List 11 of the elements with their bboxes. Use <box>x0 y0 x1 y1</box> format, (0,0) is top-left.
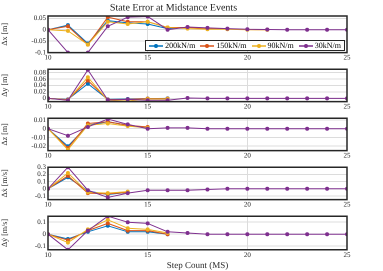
y-axis-title: Δẏ [m/s] <box>0 218 9 248</box>
y-axis-title: Δẋ [m/s] <box>0 169 9 198</box>
y-axis-title: Δx [m] <box>0 22 9 46</box>
legend-label: 200kN/m <box>165 41 196 50</box>
legend-label: 90kN/m <box>268 41 294 50</box>
y-axis-title: Δy [m] <box>0 74 9 97</box>
y-axis-title: Δz [m] <box>0 122 9 146</box>
legend-label: 150kN/m <box>216 41 247 50</box>
chart-title: State Error at Midstance Events <box>110 2 238 14</box>
legend-label: 30kN/m <box>314 41 341 50</box>
x-axis-title: Step Count (MS) <box>166 260 228 270</box>
